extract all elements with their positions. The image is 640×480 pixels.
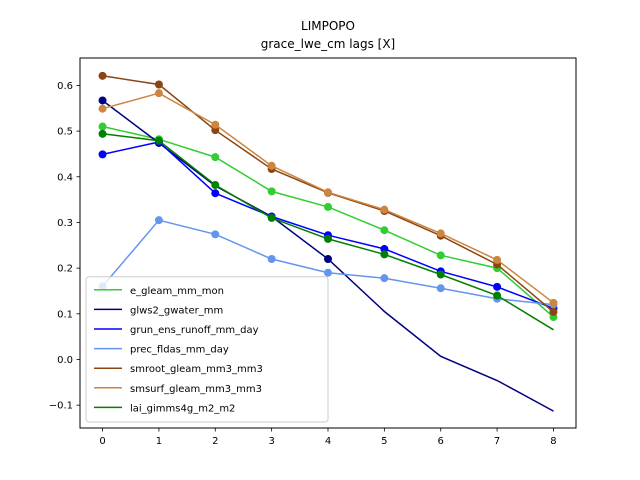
data-point-smsurf_gleam_mm3_mm3 <box>211 120 220 129</box>
data-point-e_gleam_mm_mon <box>211 153 220 162</box>
data-point-grun_ens_runoff_mm_day <box>493 282 502 291</box>
x-tick-label: 4 <box>325 436 331 447</box>
data-point-smsurf_gleam_mm3_mm3 <box>98 104 107 113</box>
legend-label: prec_fldas_mm_day <box>130 345 229 356</box>
chart-subtitle: grace_lwe_cm lags [X] <box>261 37 395 51</box>
legend-label: grun_ens_runoff_mm_day <box>130 325 259 336</box>
data-point-e_gleam_mm_mon <box>267 187 276 196</box>
data-point-lai_gimms4g_m2_m2 <box>436 270 445 279</box>
y-tick-label: 0.3 <box>57 218 73 229</box>
x-axis: 0 1 2 3 4 5 6 7 8 <box>99 428 557 447</box>
data-point-prec_fldas_mm_day <box>436 284 445 293</box>
data-point-smsurf_gleam_mm3_mm3 <box>436 229 445 238</box>
legend: e_gleam_mm_mon glws2_gwater_mm grun_ens_ru… <box>85 276 329 423</box>
y-tick-label: 0.4 <box>57 172 73 183</box>
data-point-smsurf_gleam_mm3_mm3 <box>549 298 558 307</box>
data-point-grun_ens_runoff_mm_day <box>380 244 389 253</box>
data-point-glws2_gwater_mm <box>98 96 107 105</box>
data-point-grun_ens_runoff_mm_day <box>211 189 220 198</box>
data-point-e_gleam_mm_mon <box>380 226 389 235</box>
legend-label: smsurf_gleam_mm3_mm3 <box>130 384 262 395</box>
data-point-smroot_gleam_mm3_mm3 <box>98 71 107 80</box>
x-tick-label: 1 <box>156 436 162 447</box>
y-tick-label: 0.0 <box>57 355 73 366</box>
legend-box <box>85 276 329 423</box>
data-point-lai_gimms4g_m2_m2 <box>98 129 107 138</box>
y-tick-label: 0.1 <box>57 309 73 320</box>
data-point-smroot_gleam_mm3_mm3 <box>211 126 220 135</box>
data-point-e_gleam_mm_mon <box>324 202 332 211</box>
data-point-smroot_gleam_mm3_mm3 <box>549 307 558 316</box>
data-point-e_gleam_mm_mon <box>98 122 107 131</box>
data-point-smsurf_gleam_mm3_mm3 <box>154 89 163 98</box>
data-point-prec_fldas_mm_day <box>267 254 276 263</box>
y-axis: −0.1 0.0 0.1 0.2 0.3 0.4 0.5 0.6 <box>49 81 80 412</box>
data-point-lai_gimms4g_m2_m2 <box>211 180 220 189</box>
data-point-smroot_gleam_mm3_mm3 <box>154 80 163 89</box>
data-point-prec_fldas_mm_day <box>324 268 332 277</box>
chart-title: LIMPOPO <box>301 19 355 33</box>
data-point-prec_fldas_mm_day <box>211 230 220 239</box>
data-point-e_gleam_mm_mon <box>436 251 445 260</box>
data-point-lai_gimms4g_m2_m2 <box>324 234 332 243</box>
data-point-grun_ens_runoff_mm_day <box>98 150 107 159</box>
x-tick-label: 2 <box>212 436 218 447</box>
data-point-lai_gimms4g_m2_m2 <box>267 213 276 222</box>
data-point-smsurf_gleam_mm3_mm3 <box>267 161 276 170</box>
plot-series <box>98 71 558 412</box>
y-tick-label: 0.2 <box>57 264 73 275</box>
data-point-lai_gimms4g_m2_m2 <box>154 136 163 145</box>
y-tick-label: 0.6 <box>57 81 73 92</box>
x-tick-label: 0 <box>99 436 105 447</box>
data-point-prec_fldas_mm_day <box>380 274 389 283</box>
data-point-glws2_gwater_mm <box>324 254 332 263</box>
data-point-lai_gimms4g_m2_m2 <box>493 291 502 300</box>
legend-label: lai_gimms4g_m2_m2 <box>130 403 235 414</box>
legend-label: smroot_gleam_mm3_mm3 <box>130 364 263 375</box>
data-point-lai_gimms4g_m2_m2 <box>380 250 389 259</box>
legend-label: glws2_gwater_mm <box>130 305 223 316</box>
x-tick-label: 5 <box>381 436 387 447</box>
x-tick-label: 8 <box>550 436 556 447</box>
y-tick-label: 0.5 <box>57 127 73 138</box>
x-tick-label: 3 <box>268 436 274 447</box>
data-point-smsurf_gleam_mm3_mm3 <box>380 205 389 214</box>
y-tick-label: −0.1 <box>49 401 73 412</box>
x-tick-label: 7 <box>494 436 500 447</box>
data-point-prec_fldas_mm_day <box>154 216 163 225</box>
legend-label: e_gleam_mm_mon <box>130 286 224 297</box>
data-point-smsurf_gleam_mm3_mm3 <box>493 255 502 264</box>
data-point-smsurf_gleam_mm3_mm3 <box>324 188 332 197</box>
x-tick-label: 6 <box>438 436 444 447</box>
